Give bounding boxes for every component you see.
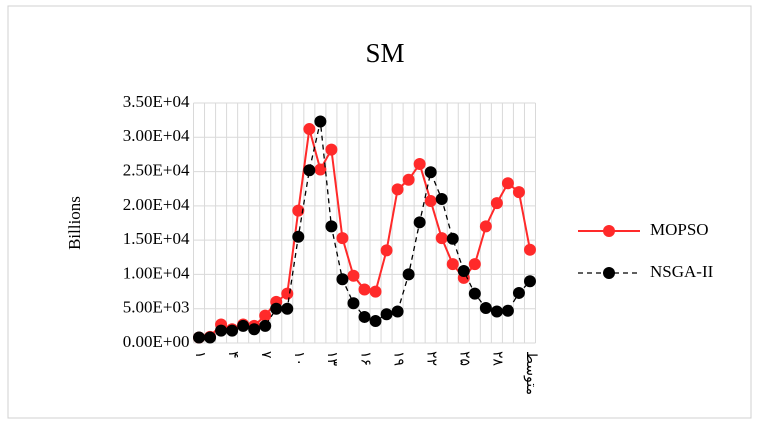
data-point (402, 268, 415, 281)
chart-frame (7, 5, 752, 419)
data-point (325, 220, 338, 233)
data-point (281, 287, 294, 300)
data-point (479, 302, 492, 315)
x-tick-label: ۴ (225, 351, 240, 359)
x-tick-label: ۱ (192, 351, 207, 359)
data-point (391, 183, 404, 196)
data-point (259, 309, 272, 322)
data-point (523, 275, 536, 288)
data-point (369, 285, 382, 298)
data-point (215, 324, 228, 337)
data-point (501, 304, 514, 317)
data-point (413, 158, 426, 171)
data-point (270, 302, 283, 315)
data-point (281, 302, 294, 315)
data-point (193, 331, 206, 344)
x-tick-label: ۱۰ (291, 351, 306, 366)
data-point (259, 319, 272, 332)
y-tick-label: 1.50E+04 (123, 229, 190, 248)
legend-marker (603, 267, 615, 279)
data-point (292, 204, 305, 217)
x-tick-label: ۲۲ (423, 351, 438, 366)
y-tick-label: 1.00E+04 (123, 263, 190, 282)
data-point (336, 273, 349, 286)
data-point (336, 232, 349, 245)
data-point (479, 220, 492, 233)
legend-label: MOPSO (650, 220, 709, 239)
data-point (314, 163, 327, 176)
data-point (347, 297, 360, 310)
data-point (512, 286, 525, 299)
data-point (204, 331, 217, 344)
y-tick-label: 3.50E+04 (123, 92, 190, 111)
data-point (237, 319, 250, 332)
x-tick-label: ۱۳ (324, 351, 339, 367)
data-point (380, 308, 393, 321)
data-point (523, 243, 536, 256)
data-point (380, 244, 393, 257)
data-point (402, 173, 415, 186)
data-point (446, 258, 459, 271)
data-point (292, 230, 305, 243)
data-point (468, 258, 481, 271)
x-tick-label: ۲۸ (490, 351, 505, 367)
data-point (347, 269, 360, 282)
data-point (490, 305, 503, 318)
data-point (512, 186, 525, 199)
data-point (226, 324, 239, 337)
data-point (424, 195, 437, 208)
data-point (369, 315, 382, 328)
x-tick-label: متوسط (523, 351, 538, 395)
data-point (248, 323, 261, 336)
data-point (358, 310, 371, 323)
data-point (435, 193, 448, 205)
data-point (446, 232, 459, 245)
y-tick-label: 5.00E+03 (123, 298, 190, 317)
data-point (314, 115, 327, 128)
x-tick-label: ۷ (258, 351, 273, 359)
data-point (391, 305, 404, 318)
y-tick-label: 3.00E+04 (123, 126, 190, 145)
legend-label: NSGA-II (650, 262, 714, 281)
y-tick-label: 2.50E+04 (123, 160, 190, 179)
data-point (358, 283, 371, 296)
data-point (501, 177, 514, 190)
legend-marker (603, 225, 615, 237)
data-point (413, 216, 426, 229)
data-point (435, 232, 448, 245)
x-tick-label: ۱۶ (357, 351, 372, 366)
data-point (468, 287, 481, 300)
x-tick-label: ۱۹ (390, 351, 405, 366)
y-axis-label: Billions (65, 196, 84, 250)
data-point (303, 123, 316, 136)
data-point (424, 166, 437, 179)
y-tick-label: 0.00E+00 (123, 332, 190, 351)
data-point (457, 265, 470, 277)
x-tick-label: ۲۵ (457, 351, 472, 366)
data-point (490, 197, 503, 210)
data-point (325, 143, 338, 156)
chart-title: SM (365, 38, 404, 68)
y-tick-label: 2.00E+04 (123, 195, 190, 214)
data-point (303, 164, 316, 177)
